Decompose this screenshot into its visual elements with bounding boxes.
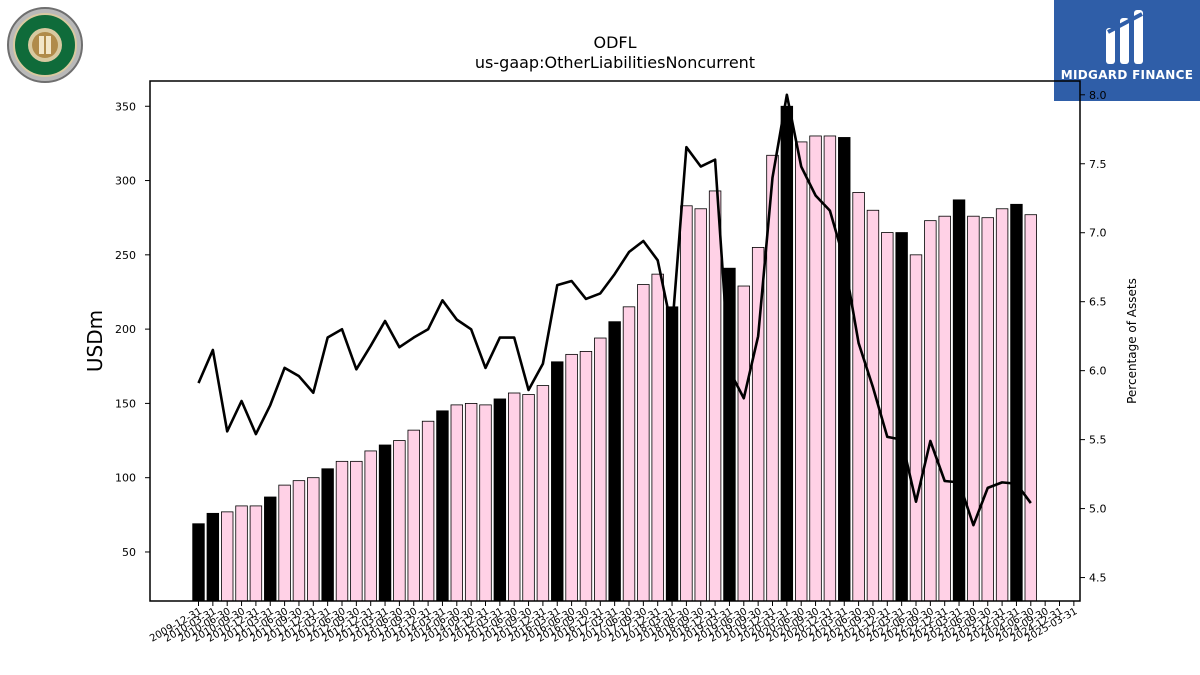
chart-subtitle: us-gaap:OtherLiabilitiesNoncurrent (475, 53, 755, 72)
y-axis-right: 4.5 5.0 5.5 6.0 6.5 7.0 7.5 8.0 (1080, 89, 1107, 585)
y-tick-label: 250 (115, 249, 136, 262)
bar (393, 440, 406, 602)
y2-tick-label: 7.0 (1089, 227, 1107, 240)
y-tick-label: 300 (115, 175, 136, 188)
bar (249, 505, 263, 602)
bar (967, 215, 980, 602)
bar (278, 484, 291, 602)
bar (421, 420, 435, 602)
bar (665, 306, 679, 602)
bar (694, 208, 707, 602)
bar (264, 496, 277, 602)
y-tick-label: 350 (115, 100, 136, 113)
bar (335, 460, 349, 602)
y2-axis-label: Percentage of Assets (1125, 278, 1139, 404)
bar (220, 511, 234, 602)
y2-tick-label: 6.5 (1089, 296, 1107, 309)
y2-tick-label: 7.5 (1089, 158, 1107, 171)
bar (938, 215, 951, 602)
old-dominion-logo-icon (7, 7, 83, 83)
bar (852, 192, 865, 602)
bar (809, 135, 822, 602)
bar (838, 137, 851, 602)
bar (924, 220, 937, 602)
y2-tick-label: 5.5 (1089, 434, 1107, 447)
bar (493, 398, 507, 602)
bar (378, 444, 392, 602)
y-tick-label: 150 (115, 397, 136, 410)
bar (364, 450, 377, 602)
y-axis-left: 50 100 150 200 250 300 350 (115, 100, 150, 559)
bar (479, 404, 492, 602)
bar (1024, 214, 1038, 602)
bar (536, 385, 550, 602)
pct-assets-series (197, 93, 1032, 527)
y2-tick-label: 4.5 (1089, 572, 1107, 585)
bar (895, 232, 908, 602)
bar (708, 190, 722, 602)
bar (292, 480, 306, 602)
bar (1010, 203, 1023, 602)
bar (579, 350, 593, 602)
bar (307, 477, 320, 602)
y-tick-label: 200 (115, 323, 136, 336)
bar (350, 460, 363, 602)
chart-title: ODFL (593, 33, 636, 52)
pct-assets-line (197, 93, 1032, 527)
bar (436, 410, 449, 602)
bar (622, 306, 636, 602)
brand-name: MIDGARD FINANCE (1060, 68, 1194, 82)
y-tick-label: 100 (115, 472, 136, 485)
bar (995, 208, 1009, 602)
bar (565, 353, 578, 602)
y2-tick-label: 5.0 (1089, 503, 1107, 516)
bar (981, 217, 994, 602)
brand-badge: MIDGARD FINANCE (1054, 0, 1200, 101)
company-logo (6, 6, 84, 84)
bar (321, 468, 334, 602)
bar (192, 523, 205, 602)
bar (407, 429, 420, 602)
bar (651, 273, 664, 602)
y2-tick-label: 6.0 (1089, 365, 1107, 378)
bar (522, 394, 535, 602)
bar (235, 505, 248, 602)
bar (881, 232, 894, 602)
x-axis: 2009-12-312010-03-312010-06-302010-09-30… (148, 601, 1079, 645)
bar (795, 141, 808, 602)
bar (952, 199, 966, 602)
bar (464, 402, 478, 602)
midgard-finance-icon (1106, 10, 1143, 64)
bar (594, 337, 607, 602)
bar (450, 404, 464, 602)
bar (680, 205, 693, 602)
bar (507, 392, 521, 602)
bar (551, 361, 564, 602)
y-axis-label: USDm (83, 310, 107, 372)
bar (737, 285, 751, 602)
bar (608, 321, 621, 602)
y-tick-label: 50 (122, 546, 136, 559)
bar (909, 254, 923, 602)
y2-tick-label: 8.0 (1089, 89, 1107, 102)
bar (206, 512, 220, 602)
bar (780, 105, 794, 602)
bar-series (192, 105, 1038, 602)
bar (637, 284, 650, 602)
